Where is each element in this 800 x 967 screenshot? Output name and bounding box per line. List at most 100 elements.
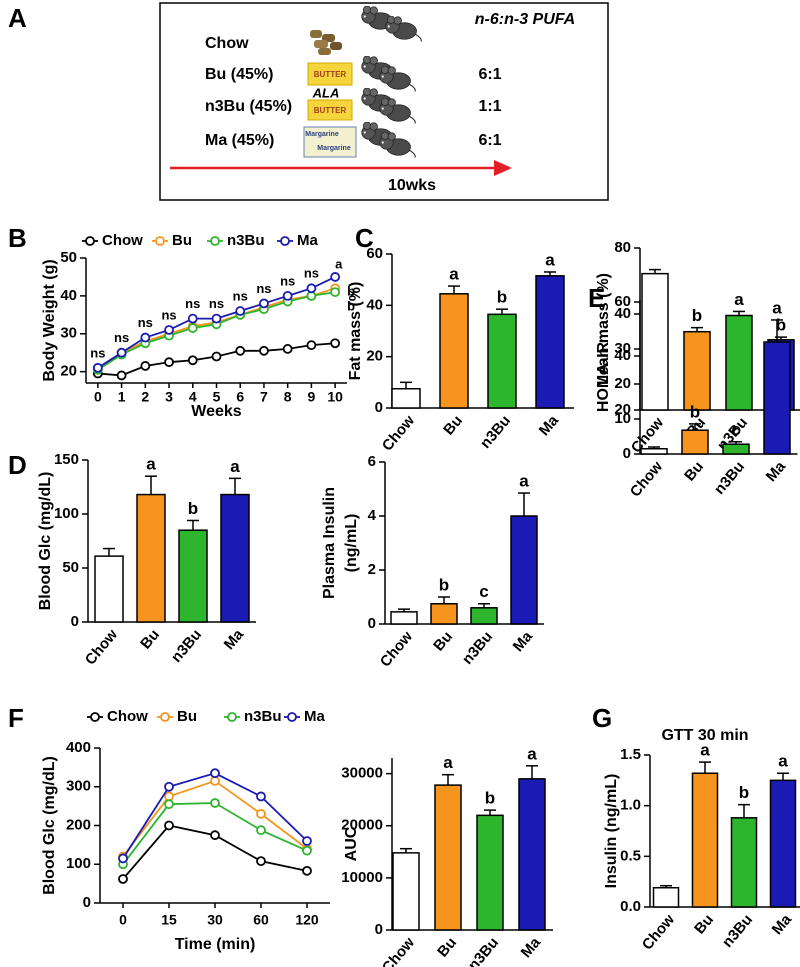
bar (476, 814, 504, 931)
x-tick-label: 2 (141, 389, 149, 405)
point (302, 865, 312, 876)
y-tick-label: 150 (54, 451, 79, 468)
point (256, 825, 266, 836)
significance-letter: a (700, 741, 710, 760)
legend-marker (155, 236, 165, 246)
y-tick-label: 6 (368, 453, 376, 470)
duration: 10wks (388, 177, 436, 194)
y-tick-label: 0.0 (620, 898, 641, 915)
y-tick-label: 40 (60, 287, 77, 304)
y-tick-label: 0 (375, 399, 383, 416)
point (164, 820, 174, 831)
y-tick-label: 4 (368, 507, 377, 524)
point (164, 781, 174, 792)
significance-letter: a (230, 457, 240, 476)
significance-letter: b (692, 306, 702, 325)
legend-marker (210, 236, 220, 246)
x-tick-label: 10 (327, 389, 343, 405)
ratio: 6:1 (478, 66, 501, 83)
icon-badge: ALA (312, 85, 340, 100)
icon-label: BUTTER (314, 70, 347, 79)
significance-letter: b (439, 575, 449, 594)
y-tick-label: 50 (62, 559, 79, 576)
y-tick-label: 50 (60, 249, 77, 266)
y-tick-label: 40 (366, 296, 383, 313)
y-tick-label: 40 (614, 347, 631, 364)
x-tick-label: n3Bu (719, 911, 756, 951)
series-line (122, 779, 308, 858)
point (306, 340, 317, 351)
annotation: ns (280, 273, 295, 288)
x-axis-label: Weeks (191, 403, 242, 420)
x-tick-label: Chow (82, 626, 121, 668)
legend-marker (160, 712, 170, 722)
panel-letter: B (8, 223, 27, 253)
x-tick-label: Ma (510, 628, 537, 655)
significance-letter: c (731, 420, 740, 439)
significance-letter: b (188, 499, 198, 518)
bar (681, 429, 709, 455)
annotation: ns (161, 307, 176, 322)
x-tick-label: 120 (295, 912, 319, 928)
y-axis-label: Insulin (ng/mL) (603, 774, 620, 889)
legend-label: Bu (172, 232, 192, 249)
bar (391, 388, 421, 409)
x-tick-label: n3Bu (477, 412, 514, 452)
ratio: 1:1 (478, 98, 501, 115)
bar (691, 772, 719, 908)
x-tick-label: 0 (119, 912, 127, 928)
panel-letter: C (355, 223, 374, 253)
bar (439, 293, 469, 409)
x-tick-label: Ma (769, 911, 796, 938)
point (210, 830, 220, 841)
point (118, 853, 128, 864)
y-tick-label: 40 (614, 305, 631, 322)
x-tick-label: 6 (236, 389, 244, 405)
x-tick-label: n3Bu (465, 934, 502, 967)
y-tick-label: 10000 (341, 869, 383, 886)
significance-letter: a (146, 455, 156, 474)
point (164, 791, 174, 802)
significance-letter: a (449, 265, 459, 284)
x-tick-label: Chow (639, 911, 678, 953)
y-tick-label: 0 (623, 445, 631, 462)
panel-letter: A (8, 3, 27, 33)
point (330, 272, 341, 282)
y-axis-label: Fat mass (%) (347, 282, 364, 381)
y-tick-label: 1.5 (620, 746, 641, 763)
x-tick-label: Bu (440, 412, 466, 438)
annotation: ns (114, 330, 129, 345)
column-header: n-6:n-3 PUFA (475, 11, 575, 28)
bar (641, 272, 669, 411)
diagram-frame (159, 2, 609, 201)
x-tick-label: n3Bu (168, 626, 205, 666)
row-label: Chow (205, 35, 249, 52)
y-tick-label: 60 (366, 245, 383, 262)
legend-marker (287, 712, 297, 722)
point (235, 306, 246, 316)
point (330, 287, 341, 297)
point (187, 323, 198, 333)
point (282, 344, 293, 354)
x-tick-label: 9 (308, 389, 316, 405)
y-tick-label: 400 (66, 739, 91, 756)
point (187, 355, 198, 366)
y-tick-label: 1.0 (620, 797, 641, 814)
y-tick-label: 20000 (341, 817, 383, 834)
point (210, 768, 220, 779)
bar (487, 313, 517, 409)
legend-marker (85, 236, 95, 246)
point (256, 808, 266, 819)
significance-letter: b (347, 299, 355, 314)
y-tick-label: 80 (614, 239, 631, 256)
y-axis-label: (ng/mL) (343, 514, 360, 573)
legend-label: Bu (177, 708, 197, 725)
point (259, 298, 269, 309)
point (116, 370, 127, 381)
x-tick-label: Ma (536, 412, 563, 439)
significance-letter: a (527, 744, 537, 763)
y-tick-label: 30000 (341, 765, 383, 782)
legend-label: n3Bu (244, 708, 282, 725)
bar (510, 515, 538, 625)
bar (470, 607, 498, 625)
